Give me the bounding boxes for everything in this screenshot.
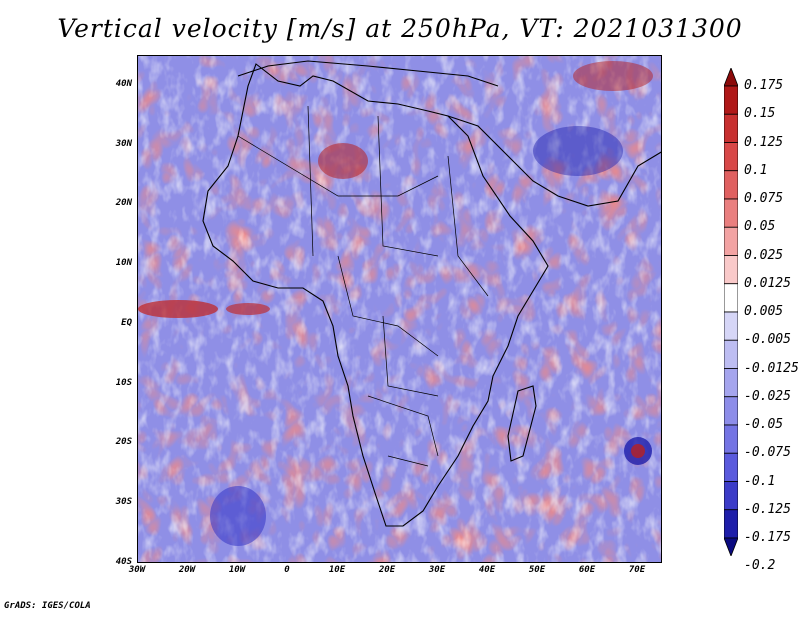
colorbar-swatch [724, 396, 738, 426]
y-tick-label: 10N [115, 258, 132, 269]
x-tick-label: 20E [378, 565, 396, 575]
y-tick-label: 20N [115, 198, 132, 209]
y-tick-label: 30N [115, 138, 132, 149]
madagascar-outline [507, 385, 537, 462]
colorbar-swatch [724, 255, 738, 285]
x-tick-label: 70E [628, 565, 646, 575]
colorbar-swatch [724, 68, 738, 87]
colorbar-label: 0.025 [744, 247, 784, 263]
colorbar-label: 0.05 [744, 219, 776, 235]
equatorial-updraft-west [138, 300, 218, 318]
cyclone-eye [631, 444, 645, 458]
colorbar-swatch [724, 452, 738, 482]
colorbar-label: -0.175 [744, 530, 791, 545]
x-tick-label: 30E [428, 565, 446, 575]
x-tick-label: 10W [228, 565, 246, 575]
x-tick-label: 20W [178, 565, 196, 575]
map-panel [137, 55, 662, 563]
saharan-updraft [318, 143, 368, 179]
colorbar [724, 68, 738, 556]
colorbar-label: 0.005 [744, 304, 784, 319]
africa-outline [202, 63, 549, 527]
mediterranean-coast [237, 60, 499, 87]
colorbar-swatch [724, 142, 738, 172]
colorbar-label: -0.025 [744, 388, 791, 404]
colorbar-label: -0.2 [744, 558, 776, 574]
colorbar-swatch [724, 537, 738, 556]
colorbar-swatch [724, 509, 738, 539]
colorbar-swatch [724, 311, 738, 341]
near-zero-streaks [138, 56, 661, 562]
colorbar-label: 0.175 [744, 78, 784, 93]
colorbar-label: 0.1 [744, 162, 768, 178]
colorbar-swatch [724, 424, 738, 454]
colorbar-swatch [724, 85, 738, 115]
x-tick-label: 10E [328, 565, 346, 575]
colorbar-label: -0.1 [744, 473, 776, 489]
colorbar-swatch [724, 113, 738, 143]
colorbar-label: -0.125 [744, 501, 791, 517]
y-tick-label: 40N [115, 78, 132, 89]
x-tick-label: 40E [478, 565, 496, 575]
chart-title: Vertical velocity [m/s] at 250hPa, VT: 2… [57, 14, 743, 43]
colorbar-label: 0.15 [744, 106, 776, 122]
y-tick-label: EQ [121, 317, 132, 328]
country-borders [237, 105, 489, 467]
colorbar-swatch [724, 481, 738, 511]
colorbar-label: -0.05 [744, 417, 784, 432]
velocity-field-map [138, 56, 661, 562]
arabia-coast [447, 115, 661, 207]
south-atlantic-downdraft [210, 486, 266, 546]
colorbar-swatch [724, 226, 738, 256]
colorbar-label: -0.075 [744, 445, 791, 461]
colorbar-label: -0.0125 [744, 360, 799, 376]
colorbar-label: 0.125 [744, 134, 784, 150]
grads-credit: GrADS: IGES/COLA [4, 601, 91, 611]
coastlines [202, 60, 661, 527]
colorbar-label: 0.0125 [744, 275, 791, 291]
x-tick-label: 30W [128, 565, 146, 575]
y-tick-label: 20S [115, 437, 132, 448]
colorbar-label: -0.005 [744, 332, 791, 348]
colorbar-swatch [724, 368, 738, 398]
colorbar-swatch [724, 339, 738, 369]
equatorial-updraft-central [226, 303, 270, 315]
x-tick-label: 60E [578, 565, 596, 575]
northern-updraft [573, 61, 653, 91]
colorbar-swatch [724, 198, 738, 228]
colorbar-swatch [724, 283, 738, 313]
y-tick-label: 30S [115, 497, 132, 508]
x-tick-label: 50E [528, 565, 546, 575]
y-tick-label: 40S [115, 557, 132, 567]
y-tick-label: 10S [115, 377, 132, 388]
colorbar-swatch [724, 170, 738, 200]
x-tick-label: 0 [284, 565, 290, 575]
colorbar-label: 0.075 [744, 191, 784, 206]
middle-east-downdraft [533, 126, 623, 176]
